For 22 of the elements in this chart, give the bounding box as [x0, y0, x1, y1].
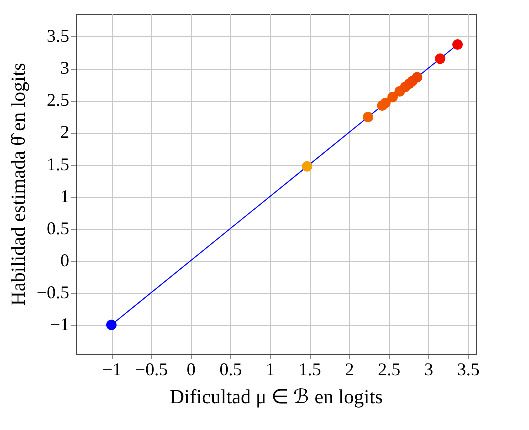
x-tick-label: 3.5 [457, 360, 480, 380]
x-tick-label: 3 [424, 360, 434, 380]
y-tick-label: 1.5 [47, 154, 70, 174]
y-tick-label: 1 [60, 186, 70, 206]
y-tick-label: 0 [60, 250, 70, 270]
x-tick-label: 2.5 [378, 360, 401, 380]
y-axis-title: Habilidad estimada θ̂ en logits [8, 62, 30, 306]
y-tick-label: −1 [50, 314, 70, 335]
x-tick-label: 1 [266, 360, 276, 380]
y-tick-label: 2 [60, 122, 70, 142]
y-tick-label: 2.5 [47, 90, 70, 110]
x-tick-label: 0.5 [220, 360, 242, 380]
y-tick-label: −0.5 [36, 282, 70, 303]
x-tick-label: 0 [186, 360, 196, 380]
x-axis-title: Dificultad μ ∈ ℬ en logits [170, 386, 384, 408]
x-tick-label: −0.5 [135, 360, 168, 380]
x-tick-label: 2 [345, 360, 354, 380]
x-tick-label: −1 [102, 360, 122, 380]
y-tick-label: 3 [60, 58, 70, 78]
x-tick-label: 1.5 [298, 360, 322, 380]
y-tick-label: 3.5 [47, 26, 70, 46]
y-tick-label: 0.5 [47, 218, 70, 238]
